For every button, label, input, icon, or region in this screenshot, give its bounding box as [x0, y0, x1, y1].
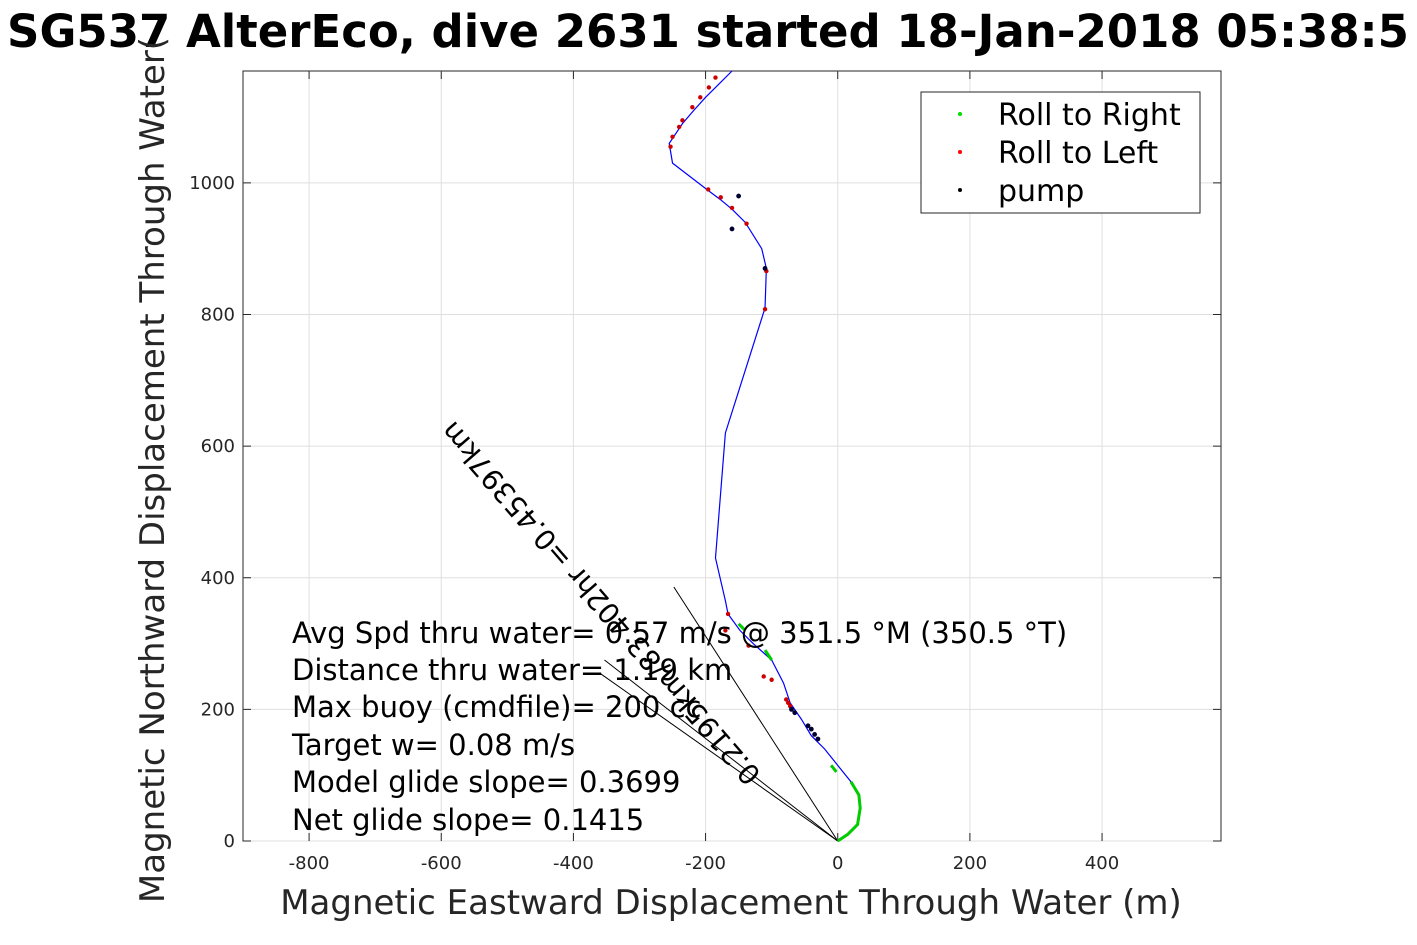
- roll-right-segment: [836, 780, 862, 843]
- x-tick-label: -600: [421, 853, 462, 874]
- y-tick-label: 1000: [189, 173, 235, 194]
- annotation-avg-speed: Avg Spd thru water= 0.57 m/s @ 351.5 °M …: [292, 616, 1067, 650]
- roll-left-point: [706, 187, 711, 192]
- legend-marker-roll-left: [958, 150, 962, 154]
- roll-left-point: [725, 611, 731, 617]
- roll-left-point: [762, 307, 768, 312]
- dive-track-line: [668, 70, 861, 842]
- roll-left-point: [761, 674, 766, 679]
- legend-marker-roll-right: [958, 112, 962, 116]
- roll-left-point: [713, 75, 718, 80]
- pump-point: [808, 726, 814, 732]
- roll-right-segment: [829, 764, 838, 773]
- y-axis-label: Magnetic Northward Displacement Through …: [133, 37, 173, 903]
- roll-right-segment: [763, 649, 773, 661]
- y-tick-label: 600: [201, 436, 235, 457]
- roll-left-point: [723, 628, 728, 633]
- y-tick-label: 800: [201, 305, 235, 326]
- series: [668, 70, 862, 843]
- x-tick-label: 0: [832, 853, 843, 874]
- roll-left-point: [718, 195, 723, 200]
- pump-point: [789, 706, 794, 712]
- roll-left-point: [670, 134, 675, 140]
- legend-label-pump: pump: [998, 174, 1084, 209]
- pump-point: [805, 723, 811, 729]
- roll-left-point: [769, 677, 774, 682]
- annotation-block: Avg Spd thru water= 0.57 m/s @ 351.5 °M …: [291, 616, 1067, 837]
- roll-left-point: [706, 85, 712, 90]
- glide-lines: [599, 586, 839, 842]
- legend-label-roll-right: Roll to Right: [998, 98, 1181, 133]
- roll-left-point: [783, 697, 789, 702]
- y-tick-label: 0: [224, 831, 235, 852]
- glide-line: [673, 586, 839, 842]
- roll-left-point: [680, 118, 685, 123]
- x-tick-label: 400: [1085, 853, 1119, 874]
- x-tick-label: 200: [953, 853, 987, 874]
- legend-box: [920, 91, 1201, 214]
- roll-left-point: [698, 95, 703, 100]
- pump-point: [729, 226, 735, 232]
- annotation-target-w: Target w= 0.08 m/s: [291, 728, 575, 762]
- roll-left-point: [729, 205, 735, 211]
- legend-marker-pump: [958, 188, 962, 192]
- legend-label-roll-left: Roll to Left: [998, 136, 1158, 171]
- annotation-distance: Distance thru water= 1.19 km: [292, 653, 732, 687]
- legend: Roll to Right Roll to Left pump: [920, 91, 1201, 214]
- roll-left-point: [746, 643, 751, 648]
- chart-title: SG537 AlterEco, dive 2631 started 18-Jan…: [7, 5, 1409, 58]
- axis-ticks: -800 -600 -400 -200 0 200 400 0 200 400 600 800 1000: [189, 71, 1221, 874]
- glide-line: [604, 659, 839, 842]
- x-tick-label: -200: [685, 853, 726, 874]
- y-tick-label: 400: [201, 568, 235, 589]
- pump-point: [792, 710, 798, 716]
- pump-point: [812, 731, 818, 737]
- roll-left-point: [690, 104, 695, 110]
- roll-left-point: [785, 700, 791, 705]
- glide-line: [599, 672, 839, 842]
- roll-left-point: [676, 124, 682, 130]
- y-tick-label: 200: [201, 699, 235, 720]
- x-axis-label: Magnetic Eastward Displacement Through W…: [280, 883, 1182, 923]
- annotation-net-glide: Net glide slope= 0.1415: [292, 803, 644, 837]
- pump-point: [762, 266, 768, 271]
- x-tick-label: -800: [289, 853, 330, 874]
- grid: [243, 71, 1221, 842]
- pump-point: [815, 736, 821, 742]
- x-tick-label: -400: [553, 853, 594, 874]
- roll-left-point: [668, 144, 673, 149]
- roll-right-segment: [737, 622, 747, 632]
- pump-point: [736, 193, 742, 199]
- annotation-model-glide: Model glide slope= 0.3699: [292, 765, 680, 799]
- annotation-max-buoy: Max buoy (cmdfile)= 200 cc: [292, 690, 701, 724]
- roll-left-point: [744, 221, 749, 226]
